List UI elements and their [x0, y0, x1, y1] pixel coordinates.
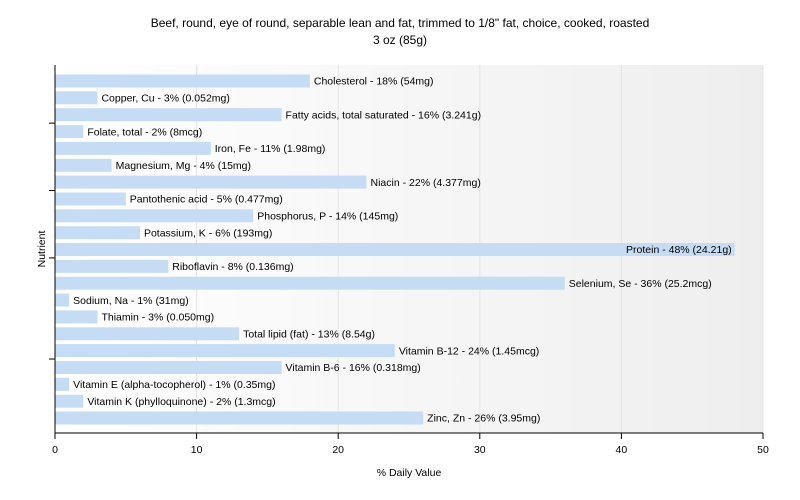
- bar: [55, 394, 84, 408]
- bar-label: Copper, Cu - 3% (0.052mg): [101, 93, 229, 105]
- bar-label: Pantothenic acid - 5% (0.477mg): [130, 194, 283, 206]
- bar: [55, 125, 84, 139]
- bar: [55, 327, 240, 341]
- bar-label: Phosphorus, P - 14% (145mg): [257, 211, 398, 223]
- bar-label: Fatty acids, total saturated - 16% (3.24…: [286, 109, 482, 121]
- bar-labels: Cholesterol - 18% (54mg) Copper, Cu - 3% …: [73, 76, 732, 425]
- bar-label: Iron, Fe - 11% (1.98mg): [215, 143, 326, 155]
- y-axis-title: Nutrient: [36, 231, 48, 268]
- bar: [55, 361, 282, 374]
- x-tick-label: 30: [474, 444, 486, 456]
- bar-label: Total lipid (fat) - 13% (8.54g): [243, 328, 375, 340]
- bar-label: Sodium, Na - 1% (31mg): [73, 295, 189, 307]
- bar: [55, 74, 310, 88]
- bar: [55, 243, 735, 256]
- chart-title: Beef, round, eye of round, separable lea…: [0, 15, 800, 49]
- bar-label: Vitamin B-6 - 16% (0.318mg): [286, 362, 421, 374]
- bar: [55, 293, 70, 307]
- chart-title-line-2: 3 oz (85g): [372, 33, 428, 47]
- bar-label: Thiamin - 3% (0.050mg): [101, 312, 214, 324]
- bar: [55, 175, 367, 189]
- bar: [55, 411, 424, 425]
- bar-label: Magnesium, Mg - 4% (15mg): [116, 160, 251, 172]
- bar: [55, 310, 98, 324]
- bar: [55, 192, 126, 206]
- bar: [55, 158, 112, 172]
- bar: [55, 259, 169, 273]
- x-tick-label: 0: [52, 444, 58, 456]
- bar-label: Vitamin K (phylloquinone) - 2% (1.3mcg): [87, 396, 275, 408]
- bar: [55, 276, 565, 290]
- bar-label: Folate, total - 2% (8mcg): [87, 126, 202, 138]
- bar: [55, 91, 98, 105]
- bar-label: Potassium, K - 6% (193mg): [144, 227, 272, 239]
- bar: [55, 377, 70, 391]
- bar-label: Protein - 48% (24.21g): [626, 244, 732, 256]
- axes: 0 10 20 30 40 50: [49, 65, 769, 456]
- bar-label: Vitamin B-12 - 24% (1.45mcg): [399, 345, 539, 357]
- x-tick-label: 50: [757, 444, 769, 456]
- bar-label: Selenium, Se - 36% (25.2mcg): [569, 278, 712, 290]
- x-axis-title: % Daily Value: [377, 467, 442, 479]
- bar: [55, 226, 140, 240]
- bar: [55, 209, 254, 223]
- x-tick-label: 10: [191, 444, 203, 456]
- bar-label: Riboflavin - 8% (0.136mg): [172, 261, 293, 273]
- x-tick-label: 40: [616, 444, 628, 456]
- bar-label: Niacin - 22% (4.377mg): [371, 177, 481, 189]
- bar: [55, 344, 395, 358]
- chart-title-line-1: Beef, round, eye of round, separable lea…: [150, 16, 650, 30]
- x-tick-label: 20: [332, 444, 344, 456]
- bar: [55, 141, 211, 155]
- bars: [55, 74, 735, 425]
- bar-label: Cholesterol - 18% (54mg): [314, 76, 434, 88]
- bar-label: Zinc, Zn - 26% (3.95mg): [427, 413, 540, 425]
- bar-label: Vitamin E (alpha-tocopherol) - 1% (0.35m…: [73, 379, 275, 391]
- bar: [55, 108, 282, 122]
